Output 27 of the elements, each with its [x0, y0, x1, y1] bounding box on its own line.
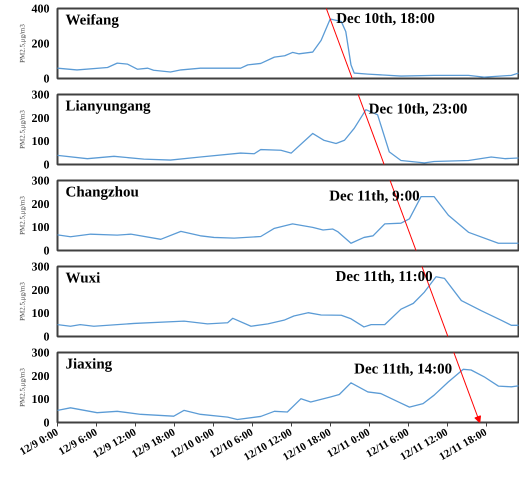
y-tick-label: 300	[32, 88, 50, 102]
y-tick-label: 200	[32, 196, 50, 211]
y-tick-label: 100	[32, 392, 50, 406]
y-tick-label: 100	[32, 134, 50, 148]
y-tick-label: 100	[32, 220, 50, 234]
y-tick-label: 0	[44, 330, 50, 344]
y-tick-label: 0	[44, 72, 50, 86]
annotation: Dec 10th, 18:00	[336, 11, 435, 27]
y-tick-label: 0	[44, 158, 50, 172]
y-tick-label: 200	[32, 110, 50, 125]
y-tick-label: 200	[32, 282, 50, 297]
chart-title: Jiaxing	[66, 356, 113, 372]
chart-title: Lianyungang	[66, 98, 152, 114]
y-tick-label: 400	[32, 2, 50, 16]
annotation: Dec 10th, 23:00	[368, 102, 468, 118]
y-tick-label: 0	[44, 244, 50, 258]
y-tick-label: 200	[32, 36, 50, 50]
y-tick-label: 0	[44, 416, 50, 430]
y-tick-label: 300	[32, 260, 50, 274]
y-tick-label: 200	[32, 368, 50, 383]
y-tick-label: 300	[32, 174, 50, 188]
chart-title: Wuxi	[66, 270, 100, 286]
chart-title: Weifang	[66, 12, 120, 28]
y-tick-label: 300	[32, 346, 50, 360]
y-tick-label: 100	[32, 306, 50, 320]
chart-title: Changzhou	[66, 184, 139, 200]
annotation: Dec 11th, 14:00	[354, 361, 452, 378]
